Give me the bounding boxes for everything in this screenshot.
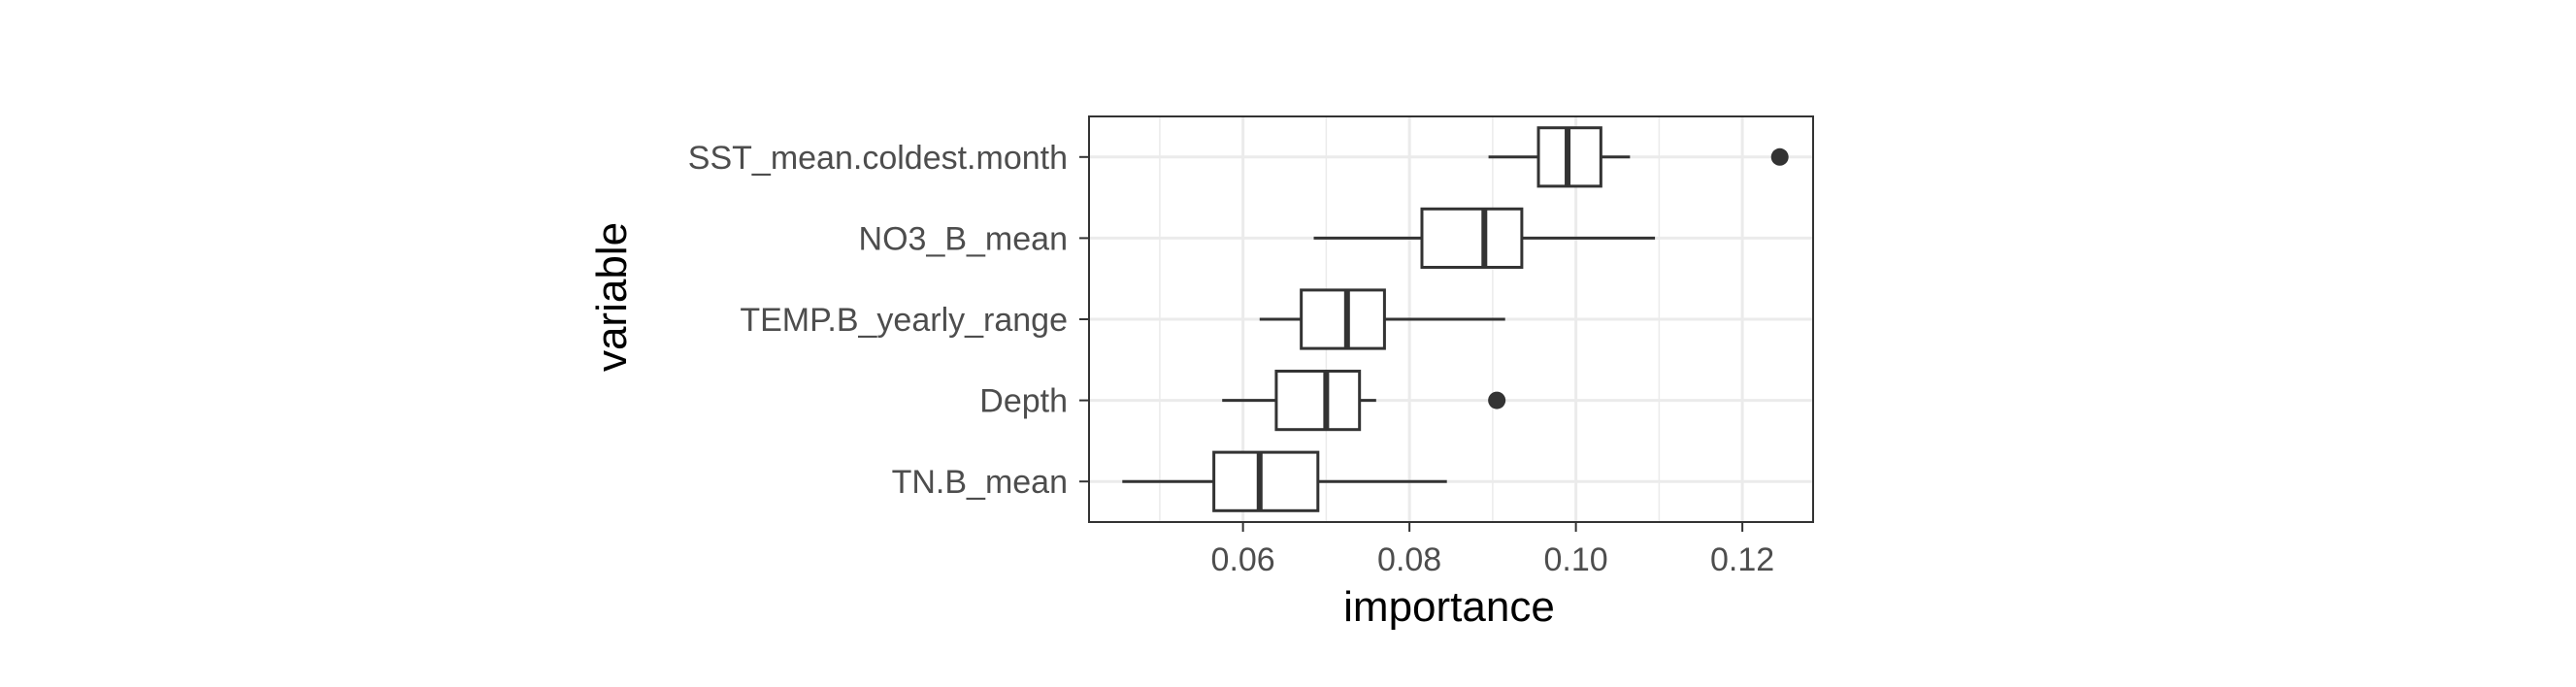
box-iqr	[1300, 288, 1386, 350]
x-tick-label: 0.10	[1544, 541, 1608, 578]
box-SST_mean.coldest.month	[1488, 126, 1789, 188]
outlier-point	[1770, 147, 1789, 166]
y-axis-title: variable	[588, 222, 636, 372]
y-tick-label: SST_mean.coldest.month	[688, 140, 1068, 177]
box-TEMP.B_yearly_range	[1259, 288, 1505, 350]
outlier-point	[1488, 391, 1506, 409]
y-tick-label: TEMP.B_yearly_range	[740, 302, 1068, 339]
box-iqr	[1274, 370, 1362, 432]
x-tick-label: 0.08	[1377, 541, 1441, 578]
y-tick-label: NO3_B_mean	[859, 220, 1068, 257]
y-axis: SST_mean.coldest.month NO3_B_mean TEMP.B_y…	[688, 140, 1089, 501]
x-axis-title: importance	[1343, 583, 1555, 631]
box-TN.B_mean	[1122, 450, 1447, 512]
y-tick-label: TN.B_mean	[892, 464, 1068, 501]
box-Depth	[1222, 370, 1506, 432]
box-iqr	[1420, 207, 1524, 269]
x-tick-label: 0.06	[1211, 541, 1275, 578]
x-axis: 0.06 0.08 0.10 0.12	[1211, 522, 1774, 578]
box-NO3_B_mean	[1313, 207, 1656, 269]
box-iqr	[1212, 450, 1320, 512]
boxes	[1122, 126, 1789, 512]
x-tick-label: 0.12	[1710, 541, 1774, 578]
y-tick-label: Depth	[979, 383, 1068, 420]
